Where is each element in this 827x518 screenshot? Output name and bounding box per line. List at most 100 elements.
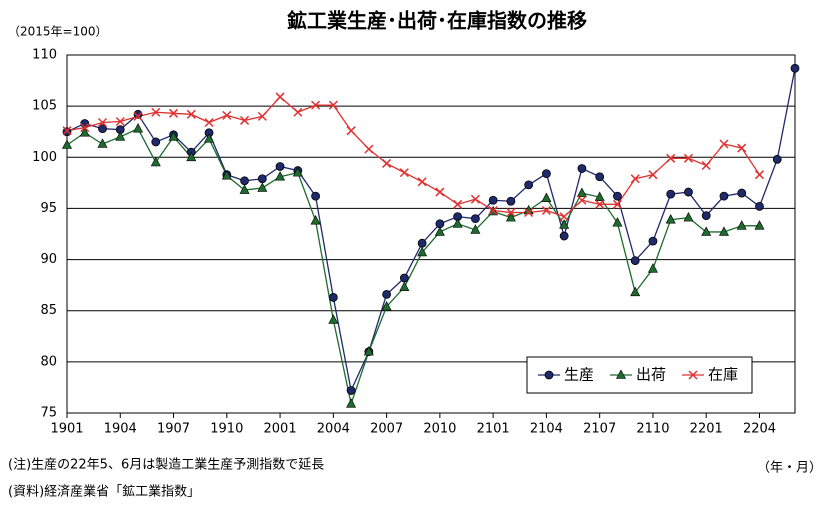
point (470, 194, 480, 204)
series-line (66, 127, 760, 407)
legend-label: 在庫 (708, 366, 738, 384)
x-tick-label: 2104 (530, 422, 563, 437)
point (541, 205, 551, 216)
point (772, 154, 782, 164)
x-tick-label: 1910 (210, 422, 243, 437)
point (204, 133, 215, 143)
point (470, 214, 480, 224)
point (719, 139, 729, 149)
point (80, 123, 90, 133)
note: (注)生産の22年5、6月は製造工業生産予測指数で延長 (8, 457, 324, 473)
point (630, 256, 640, 265)
point (524, 180, 534, 190)
point (488, 205, 498, 216)
point (311, 100, 321, 110)
point (346, 386, 356, 395)
point (524, 207, 534, 218)
point (630, 174, 640, 184)
point (683, 153, 693, 163)
point (62, 139, 72, 149)
point (292, 166, 303, 177)
point (62, 126, 72, 136)
point (399, 273, 409, 283)
point (616, 369, 626, 379)
x-axis-label: （年・月） (757, 461, 822, 476)
y-tick-label: 105 (32, 99, 57, 114)
point (470, 224, 481, 234)
point (701, 160, 711, 170)
point (541, 192, 552, 202)
x-tick-label: 2010 (423, 422, 456, 437)
point (240, 176, 249, 186)
y-tick-label: 80 (40, 354, 57, 369)
point (594, 191, 605, 201)
point (417, 238, 427, 248)
point (683, 211, 694, 222)
point (399, 281, 410, 291)
point (115, 116, 125, 127)
point (311, 191, 320, 201)
point (630, 286, 641, 297)
point (186, 109, 196, 119)
point (79, 127, 90, 137)
point (701, 226, 712, 236)
point (648, 170, 658, 180)
x-tick-label: 2107 (583, 422, 616, 437)
point (346, 126, 356, 136)
point (204, 117, 214, 128)
point (381, 300, 392, 311)
y-tick-label: 85 (40, 303, 57, 318)
point (559, 219, 570, 229)
point (115, 131, 126, 141)
point (790, 63, 800, 73)
legend-box (526, 356, 753, 394)
point (221, 170, 232, 180)
x-tick-label: 1901 (50, 422, 83, 437)
point (239, 184, 250, 194)
legend-label: 出荷 (636, 366, 666, 384)
series-line (66, 96, 761, 218)
point (544, 370, 554, 380)
point (453, 199, 463, 209)
x-tick-label: 2201 (690, 422, 723, 437)
y-tick-label: 75 (40, 406, 57, 421)
legend: 生産 出荷 在庫 (526, 356, 753, 394)
point (240, 115, 250, 125)
point (577, 195, 587, 205)
point (328, 293, 338, 302)
chart-title: 鉱工業生産･出荷･在庫指数の推移 (287, 9, 587, 33)
point (559, 231, 569, 241)
x-tick-label: 2001 (264, 422, 297, 437)
point (328, 100, 338, 110)
point (666, 153, 676, 163)
point (665, 214, 676, 224)
point (133, 123, 144, 133)
x-tick-label: 1904 (104, 422, 137, 437)
point (666, 189, 676, 199)
point (737, 188, 747, 198)
y-tick-label: 95 (40, 201, 57, 216)
x-tick-label: 2101 (477, 422, 510, 437)
x-tick-label: 2004 (317, 422, 350, 437)
y-axis-label: （2015年=100） (8, 25, 108, 39)
legend-label: 生産 (564, 366, 594, 384)
point (595, 199, 605, 209)
point (434, 226, 445, 236)
point (310, 215, 321, 225)
point (612, 217, 623, 227)
point (755, 201, 764, 211)
point (151, 107, 161, 117)
x-tick-label: 2204 (743, 422, 776, 437)
point (577, 164, 587, 173)
point (718, 226, 729, 236)
point (736, 220, 747, 230)
point (754, 170, 765, 180)
x-tick-label: 2007 (370, 422, 403, 437)
point (257, 182, 268, 192)
point (150, 156, 161, 167)
point (97, 138, 108, 148)
point (98, 124, 107, 134)
point (80, 119, 90, 128)
point (275, 171, 286, 181)
point (452, 218, 463, 228)
